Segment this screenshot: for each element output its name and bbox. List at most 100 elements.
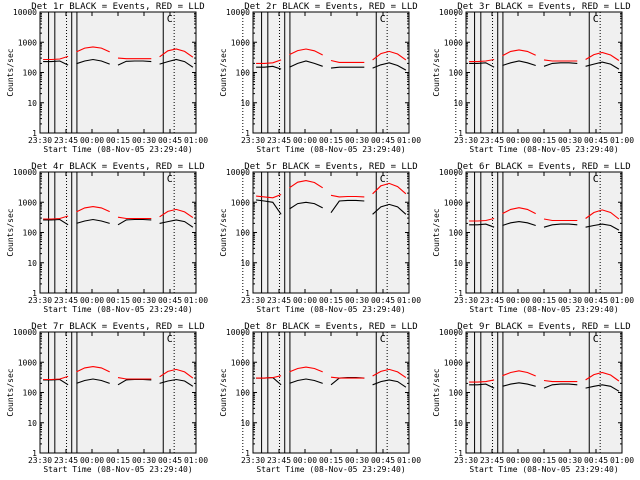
x-tick-label: 01:00 xyxy=(184,456,208,465)
y-tick-label: 10 xyxy=(27,419,37,428)
series-line-events xyxy=(289,60,323,68)
y-axis-label: Counts/sec xyxy=(6,48,15,96)
x-tick-label: 23:45 xyxy=(267,136,291,145)
series-line-lld xyxy=(372,50,407,61)
series-line-lld xyxy=(469,379,495,383)
x-tick-label: 01:00 xyxy=(184,296,208,305)
marker-letter: C xyxy=(380,334,386,345)
series-line-events xyxy=(76,58,110,65)
y-tick-label: 10 xyxy=(240,259,250,268)
series-line-events xyxy=(159,58,194,68)
series-line-lld xyxy=(289,180,323,189)
x-axis-label: Start Time (08-Nov-05 23:29:40) xyxy=(256,465,405,474)
series-line-events xyxy=(502,382,536,387)
marker-letter: C xyxy=(593,174,599,185)
plot-area xyxy=(466,12,622,133)
x-tick-label: 00:30 xyxy=(345,456,369,465)
series-line-lld xyxy=(159,48,194,58)
series-line-lld xyxy=(76,206,110,213)
series-line-events xyxy=(256,65,282,70)
x-tick-label: 01:00 xyxy=(610,296,634,305)
x-tick-label: 23:45 xyxy=(480,136,504,145)
plot-area xyxy=(466,332,622,453)
series-line-lld xyxy=(585,371,620,382)
y-tick-label: 10000 xyxy=(226,168,250,177)
x-tick-label: 00:45 xyxy=(584,136,608,145)
x-tick-label: 00:45 xyxy=(371,296,395,305)
y-tick-label: 1000 xyxy=(231,198,250,207)
x-tick-label: 00:00 xyxy=(293,136,317,145)
y-tick-label: 10000 xyxy=(226,8,250,17)
x-tick-label: 23:45 xyxy=(54,136,78,145)
series-line-lld xyxy=(256,59,282,64)
series-line-events xyxy=(585,384,620,392)
x-tick-label: 00:15 xyxy=(106,136,130,145)
series-line-lld xyxy=(502,49,536,57)
detector-panel: C 1 10 100 1000 10000 23:30 23:45 00:00 00:15 00:3… xyxy=(432,2,634,154)
x-tick-label: 23:45 xyxy=(54,456,78,465)
panel-title: Det 2r BLACK = Events, RED = LLD xyxy=(244,2,417,12)
series-line-events xyxy=(117,60,152,66)
x-axis-label: Start Time (08-Nov-05 23:29:40) xyxy=(256,145,405,154)
y-axis-label: Counts/sec xyxy=(6,208,15,256)
x-tick-label: 00:15 xyxy=(319,456,343,465)
plot-area xyxy=(40,332,196,453)
x-tick-label: 23:30 xyxy=(454,136,478,145)
series-line-events xyxy=(585,61,620,70)
marker-letter: C xyxy=(593,334,599,345)
series-line-events xyxy=(76,218,110,224)
series-line-lld xyxy=(543,59,578,62)
series-line-lld xyxy=(372,368,407,379)
x-tick-label: 23:30 xyxy=(241,456,265,465)
series-line-events xyxy=(372,62,407,71)
marker-letter: C xyxy=(380,174,386,185)
y-tick-label: 1000 xyxy=(444,358,463,367)
y-tick-label: 10000 xyxy=(439,168,463,177)
y-tick-label: 10000 xyxy=(13,168,37,177)
x-tick-label: 00:00 xyxy=(506,136,530,145)
series-line-events xyxy=(289,378,323,384)
x-axis-label: Start Time (08-Nov-05 23:29:40) xyxy=(469,465,618,474)
x-tick-label: 23:45 xyxy=(267,456,291,465)
y-tick-label: 10000 xyxy=(439,328,463,337)
plot-area xyxy=(40,172,196,293)
detector-panel: C 1 10 100 1000 10000 23:30 23:45 00:00 00:15 00:3… xyxy=(219,2,457,154)
series-line-lld xyxy=(372,182,407,195)
y-tick-label: 1000 xyxy=(18,38,37,47)
x-axis-label: Start Time (08-Nov-05 23:29:40) xyxy=(256,305,405,314)
series-line-events xyxy=(43,60,69,66)
series-line-events xyxy=(43,218,69,226)
x-tick-label: 23:45 xyxy=(480,296,504,305)
series-line-lld xyxy=(43,375,69,381)
series-line-lld xyxy=(469,58,495,63)
series-line-events xyxy=(159,378,194,387)
series-line-lld xyxy=(543,218,578,222)
series-line-events xyxy=(159,219,194,228)
series-line-events xyxy=(543,223,578,228)
x-axis-label: Start Time (08-Nov-05 23:29:40) xyxy=(469,145,618,154)
y-tick-label: 10 xyxy=(240,99,250,108)
plot-area xyxy=(40,12,196,133)
x-tick-label: 00:15 xyxy=(319,136,343,145)
series-line-lld xyxy=(117,377,152,380)
series-line-events xyxy=(502,221,536,227)
series-line-events xyxy=(372,379,407,388)
y-tick-label: 1 xyxy=(32,449,37,458)
x-tick-label: 00:00 xyxy=(293,456,317,465)
panel-title: Det 8r BLACK = Events, RED = LLD xyxy=(244,322,417,332)
series-line-events xyxy=(585,223,620,231)
y-tick-label: 1 xyxy=(458,289,463,298)
series-line-lld xyxy=(330,194,365,198)
y-tick-label: 10 xyxy=(27,259,37,268)
x-axis-label: Start Time (08-Nov-05 23:29:40) xyxy=(469,305,618,314)
series-line-lld xyxy=(502,207,536,215)
plot-area xyxy=(253,332,409,453)
x-tick-label: 00:00 xyxy=(293,296,317,305)
y-tick-label: 1000 xyxy=(231,38,250,47)
x-tick-label: 00:15 xyxy=(532,456,556,465)
detector-panel: C 1 10 100 1000 10000 23:30 23:45 00:00 00:15 00:3… xyxy=(432,162,634,314)
detector-panel: C 1 10 100 1000 10000 23:30 23:45 00:00 00:15 00:3… xyxy=(6,162,244,314)
x-tick-label: 00:00 xyxy=(80,296,104,305)
y-tick-label: 10 xyxy=(240,419,250,428)
y-tick-label: 1000 xyxy=(18,358,37,367)
